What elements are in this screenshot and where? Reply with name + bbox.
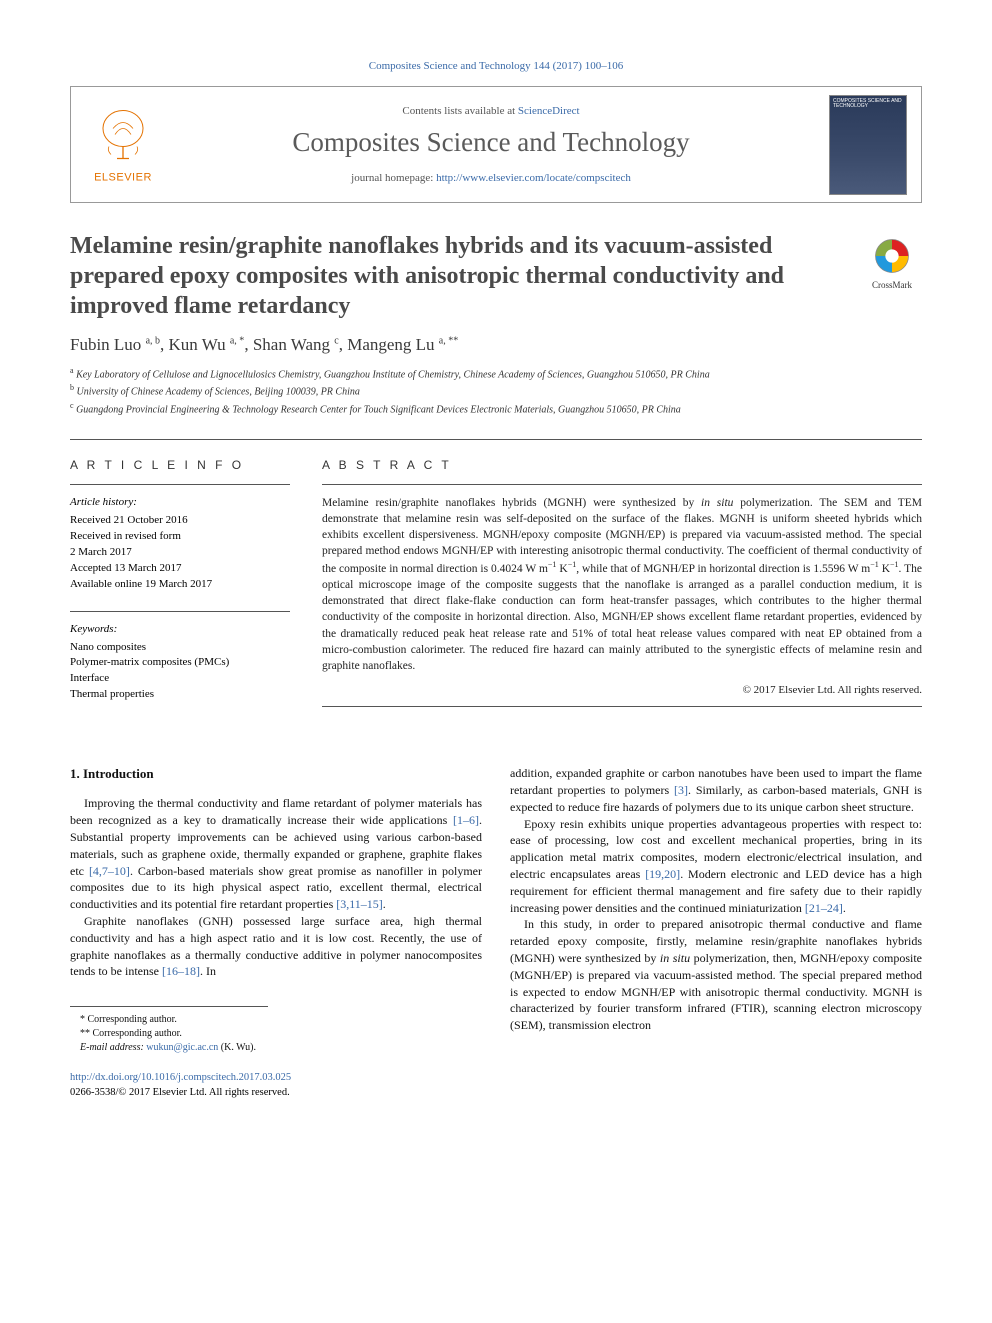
homepage-prefix: journal homepage: (351, 172, 436, 184)
issn-copyright-line: 0266-3538/© 2017 Elsevier Ltd. All right… (70, 1087, 290, 1098)
contents-prefix: Contents lists available at (402, 105, 517, 117)
elsevier-tree-icon (93, 106, 153, 166)
keywords-block: Keywords: Nano composites Polymer-matrix… (70, 622, 290, 704)
history-line: Received in revised form (70, 530, 181, 542)
section-heading: 1. Introduction (70, 765, 482, 783)
affil-text: Key Laboratory of Cellulose and Lignocel… (76, 369, 710, 380)
doi-block: http://dx.doi.org/10.1016/j.compscitech.… (70, 1071, 922, 1100)
article-info-column: A R T I C L E I N F O Article history: R… (70, 440, 290, 721)
footnote-line: ** Corresponding author. (70, 1027, 268, 1041)
affil-sup: a (70, 366, 74, 375)
affil-sup: b (70, 383, 74, 392)
body-paragraph: Graphite nanoflakes (GNH) possessed larg… (70, 913, 482, 980)
history-line: 2 March 2017 (70, 546, 132, 558)
journal-cover-thumbnail: COMPOSITES SCIENCE AND TECHNOLOGY (829, 95, 907, 195)
body-paragraph: In this study, in order to prepared anis… (510, 916, 922, 1034)
keyword: Thermal properties (70, 688, 154, 700)
body-paragraph: Improving the thermal conductivity and f… (70, 795, 482, 913)
crossmark-label: CrossMark (862, 280, 922, 290)
journal-title: Composites Science and Technology (181, 127, 801, 158)
history-line: Available online 19 March 2017 (70, 578, 212, 590)
history-label: Article history: (70, 495, 290, 511)
body-paragraph: Epoxy resin exhibits unique properties a… (510, 816, 922, 917)
affiliations: a Key Laboratory of Cellulose and Lignoc… (70, 365, 922, 417)
article-info-heading: A R T I C L E I N F O (70, 458, 290, 472)
section-number: 1. (70, 766, 80, 781)
affil-text: Guangdong Provincial Engineering & Techn… (76, 404, 681, 415)
affiliation-item: a Key Laboratory of Cellulose and Lignoc… (70, 365, 922, 382)
affiliation-item: c Guangdong Provincial Engineering & Tec… (70, 400, 922, 417)
divider (322, 706, 922, 707)
section-title: Introduction (83, 766, 154, 781)
abstract-column: A B S T R A C T Melamine resin/graphite … (322, 440, 922, 721)
body-columns: 1. Introduction Improving the thermal co… (70, 765, 922, 1055)
divider (70, 611, 290, 612)
body-paragraph: addition, expanded graphite or carbon na… (510, 765, 922, 815)
keyword: Nano composites (70, 641, 146, 653)
divider (322, 484, 922, 485)
article-history-block: Article history: Received 21 October 201… (70, 495, 290, 593)
email-person: (K. Wu). (221, 1042, 256, 1053)
doi-link[interactable]: http://dx.doi.org/10.1016/j.compscitech.… (70, 1072, 291, 1083)
journal-header-box: ELSEVIER COMPOSITES SCIENCE AND TECHNOLO… (70, 86, 922, 203)
email-label: E-mail address: (80, 1042, 144, 1053)
footnotes-block: * Corresponding author. ** Corresponding… (70, 1006, 268, 1055)
keywords-label: Keywords: (70, 622, 290, 638)
affil-sup: c (70, 401, 74, 410)
crossmark-icon (873, 237, 911, 275)
body-column-right: addition, expanded graphite or carbon na… (510, 765, 922, 1055)
abstract-copyright: © 2017 Elsevier Ltd. All rights reserved… (322, 684, 922, 696)
abstract-heading: A B S T R A C T (322, 458, 922, 472)
authors-line: Fubin Luo a, b, Kun Wu a, *, Shan Wang c… (70, 335, 922, 355)
contents-line: Contents lists available at ScienceDirec… (181, 105, 801, 117)
keyword: Interface (70, 672, 109, 684)
article-title: Melamine resin/graphite nanoflakes hybri… (70, 231, 842, 321)
divider (70, 484, 290, 485)
homepage-link[interactable]: http://www.elsevier.com/locate/compscite… (436, 172, 631, 184)
crossmark-badge[interactable]: CrossMark (862, 237, 922, 290)
affil-text: University of Chinese Academy of Science… (77, 387, 360, 398)
footnote-email-line: E-mail address: wukun@gic.ac.cn (K. Wu). (70, 1041, 268, 1055)
sciencedirect-link[interactable]: ScienceDirect (518, 105, 580, 117)
elsevier-wordmark: ELSEVIER (85, 171, 161, 183)
body-column-left: 1. Introduction Improving the thermal co… (70, 765, 482, 1055)
history-line: Accepted 13 March 2017 (70, 562, 182, 574)
corresponding-email-link[interactable]: wukun@gic.ac.cn (146, 1042, 218, 1053)
affiliation-item: b University of Chinese Academy of Scien… (70, 382, 922, 399)
cover-thumb-label: COMPOSITES SCIENCE AND TECHNOLOGY (830, 96, 906, 113)
homepage-line: journal homepage: http://www.elsevier.co… (181, 172, 801, 184)
abstract-text: Melamine resin/graphite nanoflakes hybri… (322, 495, 922, 674)
elsevier-logo: ELSEVIER (85, 106, 161, 183)
keyword: Polymer-matrix composites (PMCs) (70, 656, 229, 668)
top-citation: Composites Science and Technology 144 (2… (70, 60, 922, 72)
footnote-line: * Corresponding author. (70, 1013, 268, 1027)
history-line: Received 21 October 2016 (70, 514, 188, 526)
